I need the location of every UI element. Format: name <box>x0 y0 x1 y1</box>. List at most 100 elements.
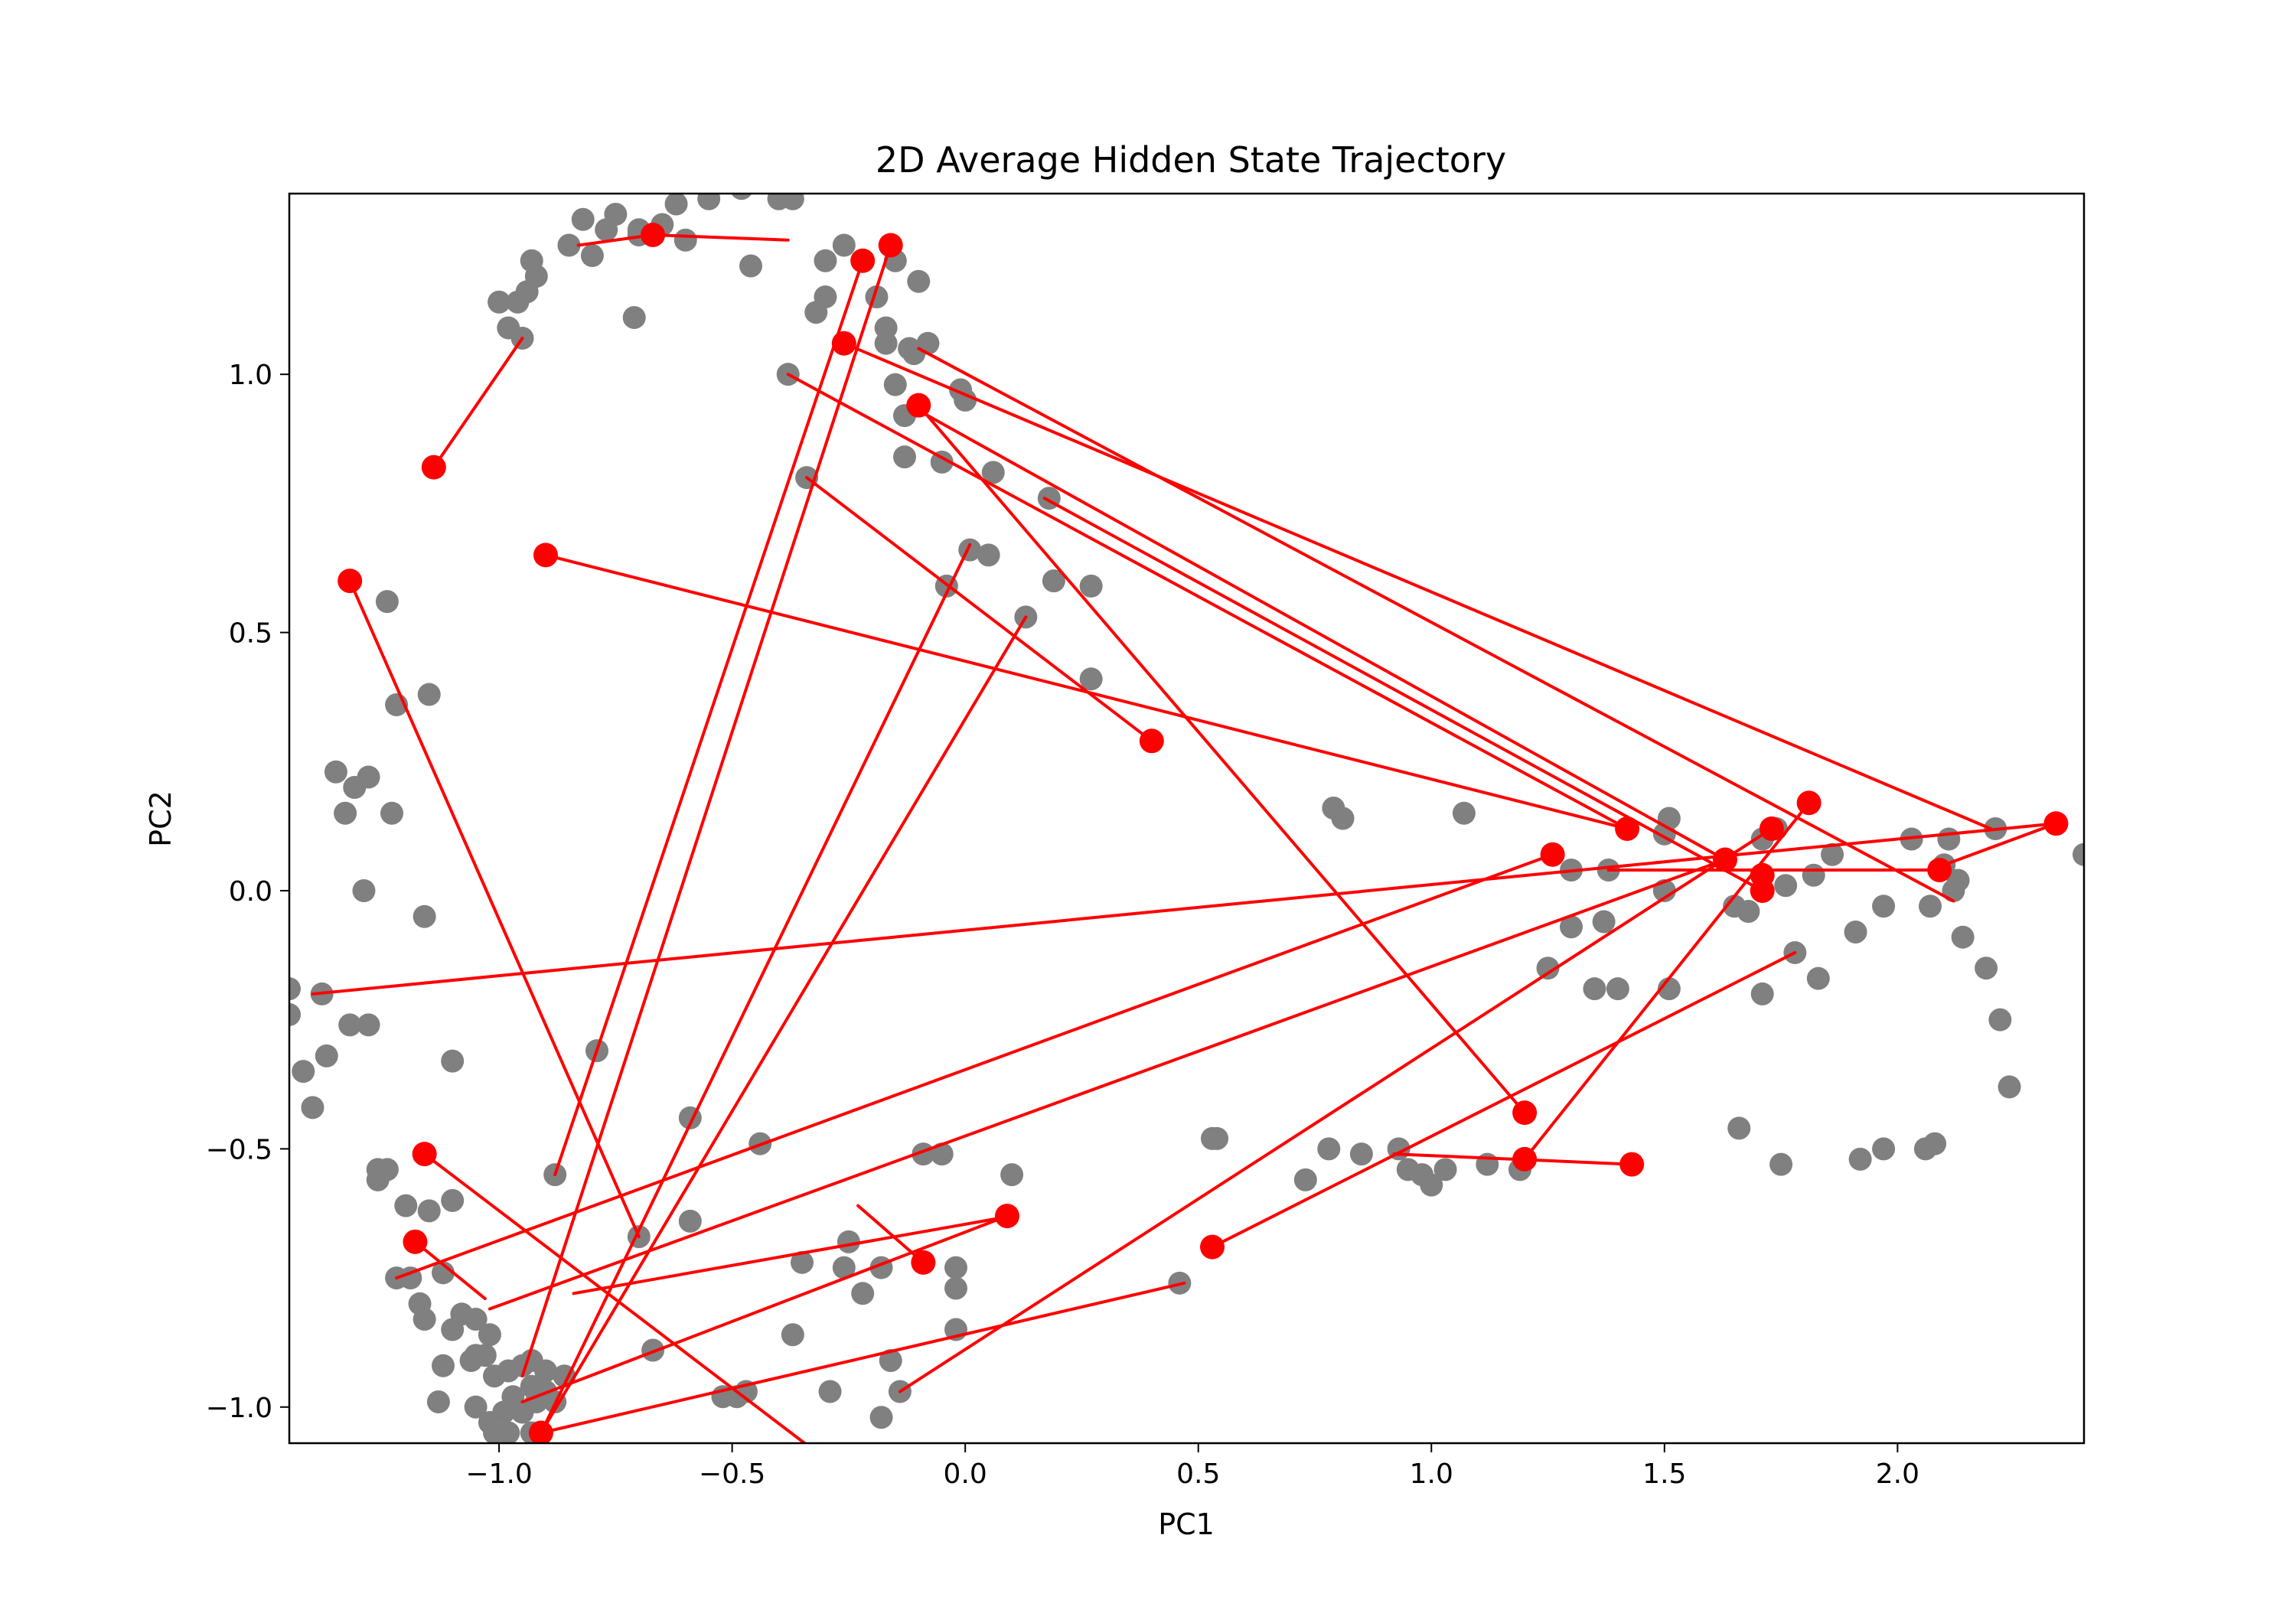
data-point <box>1872 1137 1896 1161</box>
trajectory-segment <box>1042 497 1764 892</box>
data-point <box>375 590 399 614</box>
trajectory-marker <box>1200 1234 1225 1260</box>
trajectory-segment <box>539 1281 1186 1435</box>
trajectory-segment <box>413 1240 487 1301</box>
data-point <box>678 1209 702 1233</box>
data-point <box>1042 569 1065 593</box>
trajectory-marker <box>1759 816 1784 841</box>
data-point <box>1769 1152 1793 1176</box>
data-point <box>1727 1116 1751 1140</box>
trajectory-segment <box>311 822 2058 996</box>
x-tick-label: 1.0 <box>1410 1458 1453 1490</box>
y-axis-ticks: −1.0 −0.5 0.0 0.5 1.0 <box>206 360 289 1424</box>
trajectory-marker <box>403 1229 428 1254</box>
y-tick-label: 0.0 <box>229 876 272 908</box>
trajectory-segment <box>917 403 1527 1115</box>
data-point <box>338 1013 362 1037</box>
data-point <box>1205 1126 1229 1150</box>
y-tick-label: 0.5 <box>229 618 272 650</box>
data-point <box>977 543 1000 567</box>
trajectory-marker <box>1512 1100 1538 1126</box>
trajectory-marker <box>1927 857 1952 882</box>
trajectory-marker <box>1615 816 1640 841</box>
trajectory-marker <box>412 1142 437 1167</box>
trajectory-segment <box>432 336 524 469</box>
trajectory-marker <box>338 569 363 594</box>
data-point <box>394 1194 418 1217</box>
trajectory-marker <box>1512 1146 1538 1172</box>
trajectory-segment <box>488 858 1727 1311</box>
data-point <box>804 301 828 324</box>
data-point <box>459 1349 483 1373</box>
data-point <box>1919 895 1942 918</box>
data-point <box>883 373 907 396</box>
data-point <box>289 977 301 1001</box>
data-point <box>580 243 604 267</box>
data-point <box>357 1013 380 1037</box>
data-point <box>1079 574 1103 598</box>
data-point <box>944 1276 967 1300</box>
data-point <box>571 207 595 231</box>
trajectory-segment <box>576 233 655 247</box>
trajectory-segment <box>786 373 1629 830</box>
trajectory-marker <box>528 1420 553 1443</box>
data-point <box>534 1359 557 1383</box>
x-tick-label: 0.5 <box>1176 1458 1220 1490</box>
trajectory-segment <box>520 1214 1009 1404</box>
data-point <box>417 1199 441 1223</box>
trajectory-segment <box>348 579 641 1239</box>
x-axis-label: PC1 <box>1158 1507 1215 1541</box>
data-point <box>832 1256 856 1279</box>
data-point <box>441 1049 465 1073</box>
data-point <box>1774 874 1798 898</box>
trajectory-marker <box>1713 847 1737 872</box>
data-point <box>1975 957 1998 980</box>
data-point <box>1592 910 1616 934</box>
y-tick-label: 1.0 <box>229 360 272 391</box>
trajectory-marker <box>641 222 666 247</box>
data-point <box>1331 807 1355 830</box>
data-point <box>289 1002 301 1026</box>
trajectory-segment <box>1942 822 2058 867</box>
data-point <box>1872 895 1896 918</box>
trajectory-marker <box>421 455 446 480</box>
data-point <box>464 1308 488 1331</box>
data-point <box>324 760 347 784</box>
trajectory-marker <box>878 233 903 258</box>
trajectory-marker <box>850 248 876 273</box>
trajectory-segment <box>908 403 1727 862</box>
data-point <box>818 1380 842 1403</box>
data-point <box>879 1349 902 1373</box>
data-point <box>604 202 628 226</box>
trajectory-segment <box>842 341 1993 830</box>
data-point <box>497 1421 520 1443</box>
data-point <box>1737 899 1760 923</box>
data-point <box>874 331 898 355</box>
data-point <box>432 1354 455 1377</box>
data-point <box>1937 827 1961 851</box>
data-point <box>944 1256 967 1279</box>
data-point <box>1951 925 1975 949</box>
chart-title: 2D Average Hidden State Trajectory <box>876 139 1506 181</box>
data-point <box>357 765 380 789</box>
data-point <box>1079 667 1103 691</box>
data-point <box>488 290 511 314</box>
trajectory-marker <box>1619 1152 1645 1177</box>
data-point <box>981 461 1005 484</box>
data-point <box>478 1323 501 1347</box>
data-point <box>506 290 530 314</box>
data-point <box>697 194 721 210</box>
trajectory-segment <box>805 476 1153 743</box>
data-point <box>930 1142 954 1166</box>
x-axis-ticks: −1.0 −0.5 0.0 0.5 1.0 1.5 2.0 <box>465 1443 1919 1490</box>
x-tick-label: −1.0 <box>465 1458 532 1490</box>
data-point <box>1946 869 1970 892</box>
data-point <box>1750 982 1774 1005</box>
data-point <box>417 683 441 706</box>
data-point <box>869 1406 893 1429</box>
trajectory-marker <box>1139 728 1164 754</box>
trajectory-marker <box>1796 790 1821 816</box>
data-point <box>1848 1147 1872 1171</box>
data-point <box>930 450 954 474</box>
